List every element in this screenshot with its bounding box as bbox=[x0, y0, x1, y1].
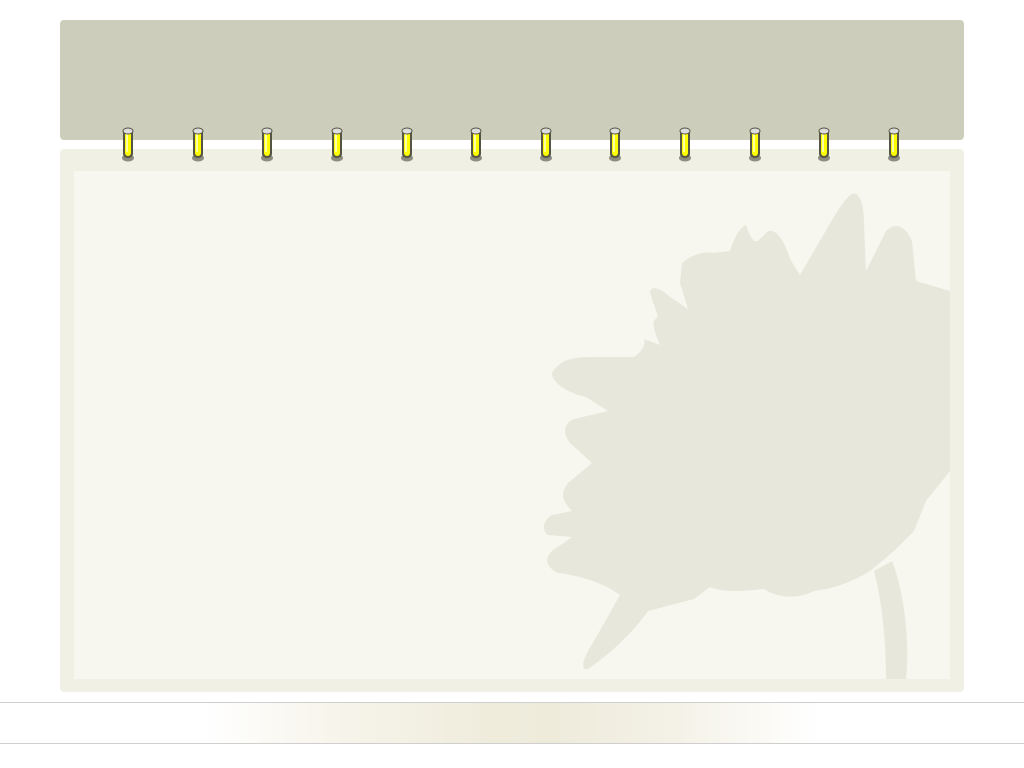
page-content-area bbox=[74, 171, 950, 679]
footer-band bbox=[0, 702, 1024, 744]
sunflower-silhouette-icon bbox=[543, 193, 950, 679]
header-panel bbox=[60, 20, 964, 140]
